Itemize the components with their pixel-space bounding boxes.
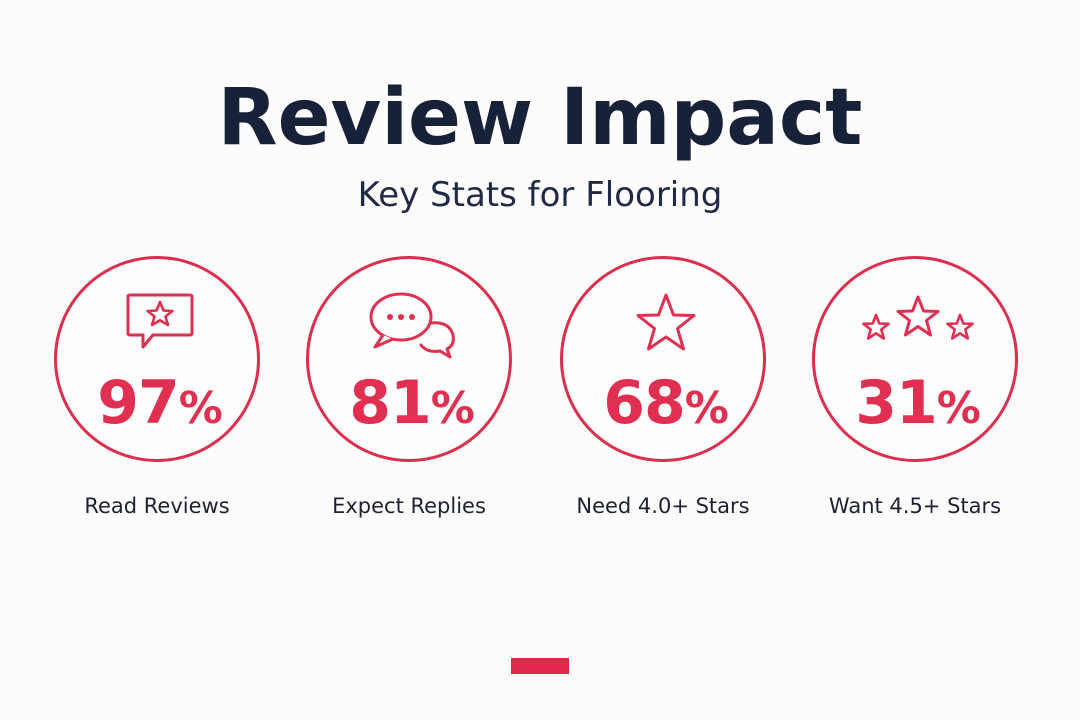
stat-label: Need 4.0+ Stars [576,494,750,518]
stat-label: Want 4.5+ Stars [828,494,1002,518]
stat-label: Read Reviews [84,494,230,518]
stat-value: 31% [855,368,981,438]
stat-value: 97% [97,368,223,438]
accent-bar [511,658,569,674]
star-icon [563,291,769,361]
stat-circle: 31% [812,256,1018,462]
chat-bubbles-icon [309,291,515,361]
stat-value: 81% [349,368,475,438]
page-title: Review Impact [217,73,863,163]
stat-circle: 97% [54,256,260,462]
stat-value: 68% [603,368,729,438]
page-subtitle: Key Stats for Flooring [357,175,723,215]
stat-label: Expect Replies [332,494,486,518]
three-stars-icon [815,291,1021,361]
stat-circle: 81% [306,256,512,462]
star-speech-bubble-icon [57,291,263,361]
stat-circle: 68% [560,256,766,462]
